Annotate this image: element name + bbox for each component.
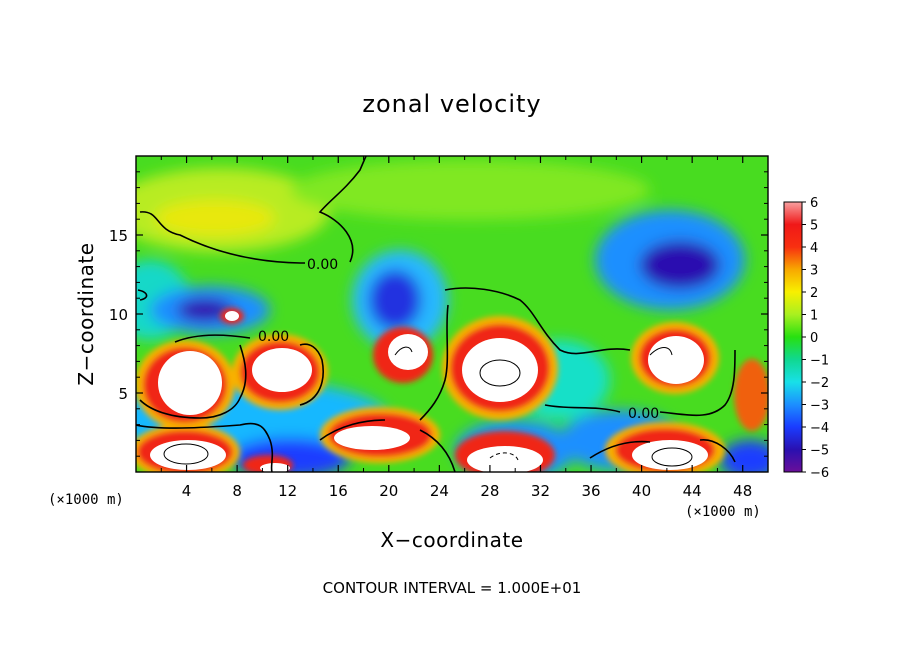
colorbar-tick-label: −3 [810,399,829,414]
colorbar-tick-label: 0 [810,331,818,346]
colorbar-tick-label: −5 [810,444,829,459]
x-tick-label: 36 [581,482,600,500]
colorbar-tick-label: 6 [810,196,818,211]
x-tick-label: 12 [278,482,297,500]
x-tick-label: 28 [480,482,499,500]
x-tick-label: 44 [683,482,702,500]
y-axis: 5 10 15 [109,171,768,457]
x-tick-label: 24 [430,482,449,500]
colorbar: 6 5 4 3 2 1 0 −1 −2 −3 −4 −5 −6 [783,196,829,481]
colorbar-tick-label: −6 [810,466,829,481]
y-axis-label: Z−coordinate [74,242,98,385]
heatmap-field: 0.00 0.00 0.00 [136,156,768,472]
x-tick-label: 48 [733,482,752,500]
colorbar-tick-label: 4 [810,241,818,256]
colorbar-tick-label: −1 [810,354,829,369]
colorbar-tick-label: −2 [810,376,829,391]
x-tick-label: 20 [379,482,398,500]
y-tick-label: 10 [109,306,128,324]
colorbar-tick-label: 2 [810,286,818,301]
x-tick-label: 32 [531,482,550,500]
x-unit-label: (×1000 m) [48,492,124,508]
colorbar-tick-label: 5 [810,219,818,234]
contour-label: 0.00 [628,406,659,422]
x-tick-label: 8 [232,482,242,500]
colorbar-tick-label: −4 [810,421,829,436]
colorbar-ticks: 6 5 4 3 2 1 0 −1 −2 −3 −4 −5 −6 [802,196,829,481]
colorbar-tick-label: 1 [810,309,818,324]
x-unit-label-right: (×1000 m) [685,504,761,520]
y-tick-label: 15 [109,227,128,245]
x-axis-label: X−coordinate [380,528,523,552]
contour-label: 0.00 [258,329,289,345]
x-axis: 4 8 12 16 20 24 28 32 36 40 44 48 [160,156,752,500]
contour-label: 0.00 [307,257,338,273]
x-tick-label: 40 [632,482,651,500]
y-tick-label: 5 [118,385,128,403]
contour-interval-note: CONTOUR INTERVAL = 1.000E+01 [323,579,582,597]
x-tick-label: 16 [329,482,348,500]
chart-title: zonal velocity [362,90,541,118]
x-tick-label: 4 [182,482,192,500]
colorbar-tick-label: 3 [810,264,818,279]
